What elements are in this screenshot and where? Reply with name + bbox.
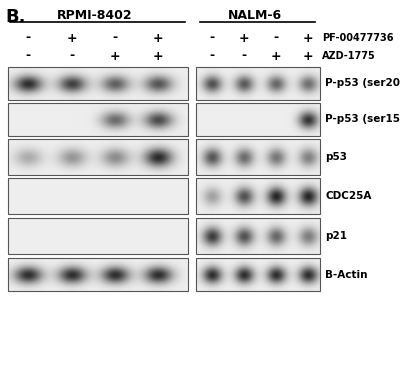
Text: B.: B. <box>5 8 26 26</box>
Text: p21: p21 <box>325 231 347 241</box>
Text: p53: p53 <box>325 152 347 162</box>
Text: +: + <box>271 50 281 63</box>
Text: +: + <box>153 50 163 63</box>
Bar <box>8 139 188 175</box>
Bar <box>196 218 320 254</box>
Text: -: - <box>242 50 246 63</box>
Text: CDC25A: CDC25A <box>325 191 371 201</box>
Bar <box>196 103 320 136</box>
Text: P-p53 (ser15): P-p53 (ser15) <box>325 114 400 125</box>
Text: +: + <box>67 32 77 45</box>
Text: -: - <box>274 32 278 45</box>
Text: -: - <box>26 50 30 63</box>
Bar <box>196 178 320 214</box>
Text: B-Actin: B-Actin <box>325 270 368 279</box>
Text: +: + <box>303 50 313 63</box>
Bar <box>8 178 188 214</box>
Bar <box>196 67 320 100</box>
Text: P-p53 (ser20): P-p53 (ser20) <box>325 78 400 88</box>
Text: RPMI-8402: RPMI-8402 <box>57 9 133 22</box>
Bar <box>196 258 320 291</box>
Text: PF-00477736: PF-00477736 <box>322 33 394 43</box>
Bar <box>8 103 188 136</box>
Bar <box>8 258 188 291</box>
Text: -: - <box>26 32 30 45</box>
Bar <box>8 67 188 100</box>
Text: -: - <box>70 50 74 63</box>
Text: +: + <box>303 32 313 45</box>
Bar <box>196 139 320 175</box>
Text: +: + <box>239 32 249 45</box>
Text: +: + <box>153 32 163 45</box>
Text: AZD-1775: AZD-1775 <box>322 51 376 61</box>
Text: NALM-6: NALM-6 <box>228 9 282 22</box>
Text: -: - <box>112 32 118 45</box>
Text: -: - <box>210 50 214 63</box>
Text: -: - <box>210 32 214 45</box>
Text: +: + <box>110 50 120 63</box>
Bar <box>8 218 188 254</box>
